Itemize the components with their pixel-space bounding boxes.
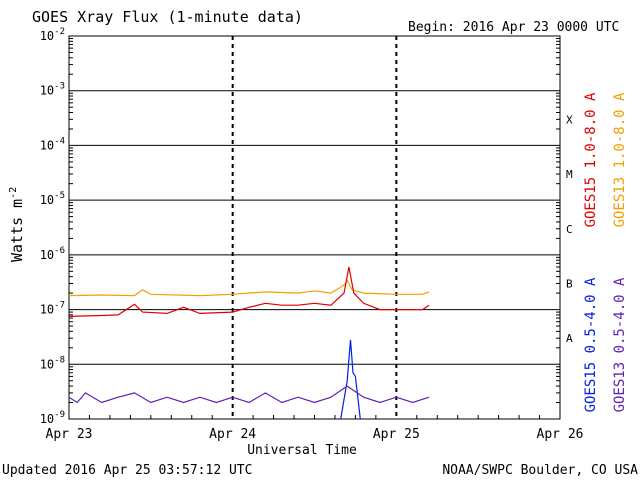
x-axis-ticks: Apr 23 Apr 24 Apr 25 Apr 26 xyxy=(46,415,584,442)
flare-class-label: C xyxy=(566,223,573,236)
y-tick-label: 10-9 xyxy=(40,410,65,426)
series-line xyxy=(340,339,361,420)
x-tick-label: Apr 24 xyxy=(209,427,256,442)
plot-border xyxy=(68,35,561,420)
y-axis-label-base: Watts m xyxy=(8,199,26,262)
flare-class-label: B xyxy=(566,277,573,290)
flare-class-labels: X M C B A xyxy=(566,113,573,345)
legend-entry: GOES15 1.0-8.0 A xyxy=(583,92,599,227)
plot-frame xyxy=(68,35,561,420)
chart-title: GOES Xray Flux (1-minute data) xyxy=(32,8,303,26)
flare-class-label: X xyxy=(566,113,573,126)
updated-label: Updated 2016 Apr 25 03:57:12 UTC xyxy=(2,463,252,478)
x-axis-label: Universal Time xyxy=(247,443,357,458)
y-axis-ticks: 10-2 10-3 10-4 10-5 10-6 10-7 10-8 10-9 xyxy=(40,27,560,426)
x-tick-label: Apr 26 xyxy=(537,427,584,442)
grid-lines xyxy=(69,36,560,419)
credit-label: NOAA/SWPC Boulder, CO USA xyxy=(442,463,638,478)
y-tick-label: 10-3 xyxy=(40,82,65,98)
series-lines xyxy=(68,266,430,420)
y-tick-label: 10-4 xyxy=(40,136,65,152)
legend-entry: GOES13 1.0-8.0 A xyxy=(612,92,628,227)
flare-class-label: A xyxy=(566,332,573,345)
y-axis-label-text: Watts m-2 xyxy=(8,187,26,262)
x-tick-label: Apr 23 xyxy=(46,427,93,442)
y-tick-label: 10-2 xyxy=(40,27,65,43)
y-tick-label: 10-6 xyxy=(40,246,65,262)
legend-entry: GOES15 0.5-4.0 A xyxy=(583,277,599,412)
legend-entry: GOES13 0.5-4.0 A xyxy=(612,277,628,412)
x-tick-label: Apr 25 xyxy=(373,427,420,442)
series-line xyxy=(68,279,430,297)
flare-class-label: M xyxy=(566,168,573,181)
right-legend: GOES15 1.0-8.0 A GOES13 1.0-8.0 A GOES15 0… xyxy=(583,92,628,412)
y-tick-label: 10-5 xyxy=(40,191,65,207)
series-line xyxy=(68,385,430,404)
y-axis-label: Watts m-2 xyxy=(8,187,26,262)
y-tick-label: 10-7 xyxy=(40,301,65,317)
begin-label: Begin: 2016 Apr 23 0000 UTC xyxy=(408,20,619,35)
y-tick-label: 10-8 xyxy=(40,355,65,371)
y-axis-label-exp: -2 xyxy=(8,187,19,199)
series-line xyxy=(68,266,430,317)
